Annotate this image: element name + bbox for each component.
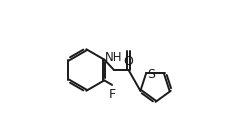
Text: S: S [147,68,155,81]
Text: F: F [108,88,116,101]
Text: O: O [123,55,134,68]
Text: NH: NH [105,52,122,64]
